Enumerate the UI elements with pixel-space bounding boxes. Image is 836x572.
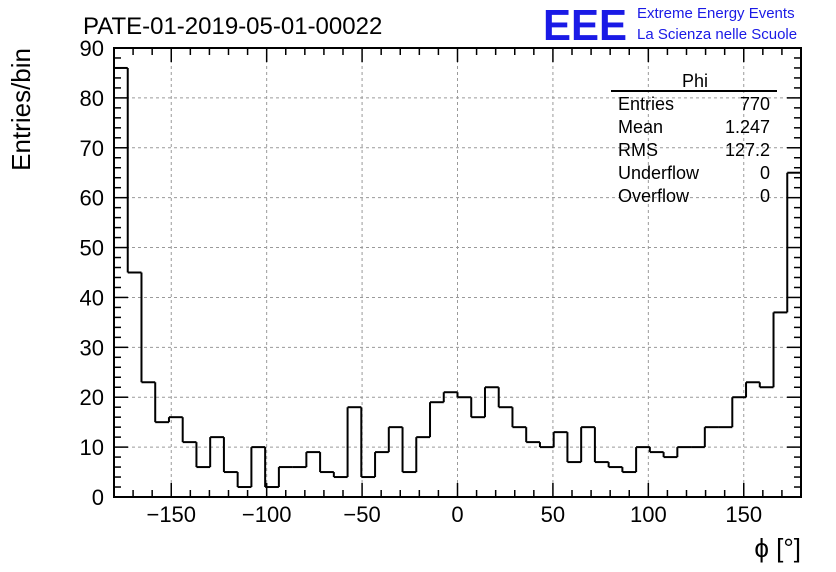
stats-row-label: RMS	[618, 140, 658, 160]
grid-lines	[114, 48, 801, 497]
x-tick-label: 100	[630, 502, 667, 527]
x-tick-label: −50	[343, 502, 380, 527]
chart-title: PATE-01-2019-05-01-00022	[83, 13, 382, 40]
eee-logo: EEE Extreme Energy Events La Scienza nel…	[543, 1, 797, 50]
logo-line2: La Scienza nelle Scuole	[637, 26, 797, 43]
axes-frame	[113, 47, 802, 498]
logo-mark: EEE	[543, 1, 627, 50]
logo-line1: Extreme Energy Events	[637, 5, 795, 22]
y-tick-label: 70	[80, 136, 104, 161]
stats-box: Phi Entries 770 Mean 1.247 RMS 127.2 Underflow…	[611, 71, 777, 206]
x-tick-label: 150	[725, 502, 762, 527]
tick-labels: −150 −100 −50 0 50 100 150 0 10 20 30 40 50 60 70 80 90	[80, 36, 763, 527]
stats-row-value: 770	[740, 94, 770, 114]
y-axis-label: Entries/bin	[6, 48, 36, 171]
stats-title: Phi	[682, 71, 708, 91]
stats-row-label: Entries	[618, 94, 674, 114]
x-tick-label: −150	[146, 502, 196, 527]
x-tick-label: −100	[242, 502, 292, 527]
y-tick-label: 90	[80, 36, 104, 61]
y-tick-label: 0	[92, 485, 104, 510]
y-tick-label: 20	[80, 385, 104, 410]
x-tick-label: 50	[541, 502, 565, 527]
y-tick-label: 60	[80, 186, 104, 211]
stats-row-value: 0	[760, 186, 770, 206]
stats-row-value: 0	[760, 163, 770, 183]
y-tick-label: 30	[80, 335, 104, 360]
stats-row-label: Mean	[618, 117, 663, 137]
stats-row-label: Overflow	[618, 186, 690, 206]
stats-row-value: 1.247	[725, 117, 770, 137]
y-tick-label: 40	[80, 285, 104, 310]
stats-row-label: Underflow	[618, 163, 700, 183]
y-tick-label: 10	[80, 435, 104, 460]
stats-row-value: 127.2	[725, 140, 770, 160]
y-tick-label: 50	[80, 236, 104, 261]
x-axis-label: ϕ [°]	[754, 533, 801, 563]
x-tick-label: 0	[451, 502, 463, 527]
y-tick-label: 80	[80, 86, 104, 111]
